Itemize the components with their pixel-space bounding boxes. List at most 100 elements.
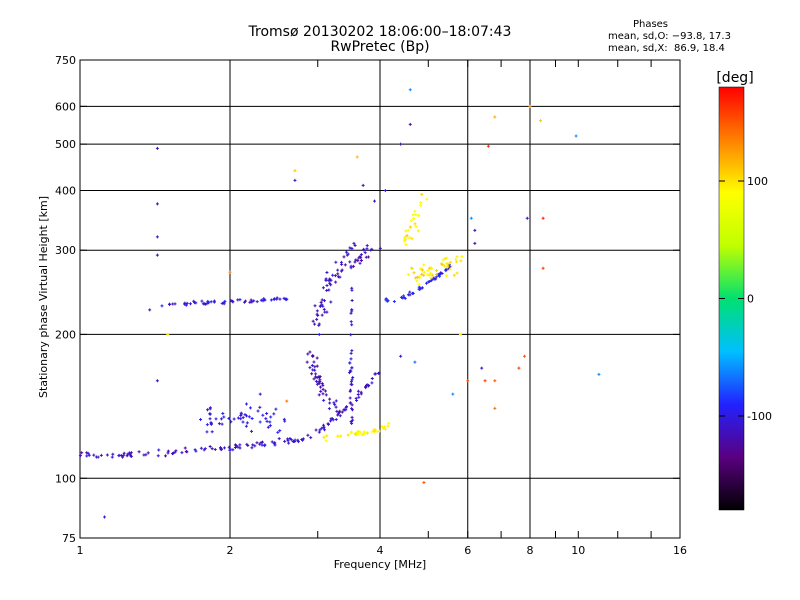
data-point <box>310 372 314 376</box>
data-point <box>349 351 353 355</box>
data-point <box>420 286 424 290</box>
data-point <box>349 420 353 424</box>
data-point <box>328 397 332 401</box>
data-point <box>434 277 438 281</box>
data-point <box>383 188 387 192</box>
data-point <box>340 410 344 414</box>
data-point <box>429 276 433 280</box>
data-point <box>137 450 141 454</box>
data-point <box>325 310 329 314</box>
data-point <box>334 418 338 422</box>
data-point <box>408 290 412 294</box>
data-point <box>313 304 317 308</box>
data-point <box>217 422 221 426</box>
y-tick-label: 400 <box>55 184 76 197</box>
data-point <box>285 399 289 403</box>
data-point <box>331 273 335 277</box>
data-point <box>417 276 421 280</box>
data-point <box>328 277 332 281</box>
data-point <box>239 417 243 421</box>
data-point <box>350 349 354 353</box>
x-tick-label: 1 <box>77 544 84 557</box>
data-point <box>336 268 340 272</box>
data-point <box>318 304 322 308</box>
data-point <box>208 445 212 449</box>
data-point <box>85 451 89 455</box>
data-point <box>283 439 287 443</box>
data-point <box>203 447 207 451</box>
data-point <box>192 299 196 303</box>
data-point <box>233 443 237 447</box>
data-point <box>493 379 497 383</box>
data-point <box>276 430 280 434</box>
data-point <box>210 430 214 434</box>
y-tick-label: 750 <box>55 54 76 67</box>
colorbar-tick-label: 100 <box>747 175 768 188</box>
data-point <box>325 289 329 293</box>
x-axis-label: Frequency [MHz] <box>334 558 426 571</box>
data-point <box>412 271 416 275</box>
y-tick-label: 100 <box>55 472 76 485</box>
data-point <box>315 309 319 313</box>
data-point <box>305 360 309 364</box>
data-point <box>255 300 259 304</box>
data-point <box>248 406 252 410</box>
data-point <box>321 423 325 427</box>
data-point <box>250 300 254 304</box>
data-point <box>336 275 340 279</box>
data-point <box>258 392 262 396</box>
data-point <box>408 293 412 297</box>
data-point <box>222 415 226 419</box>
data-point <box>434 273 438 277</box>
data-point <box>399 354 403 358</box>
data-point <box>354 258 358 262</box>
data-point <box>219 417 223 421</box>
data-point <box>348 260 352 264</box>
colorbar-label: [deg] <box>716 70 753 86</box>
data-point <box>205 430 209 434</box>
data-point <box>350 247 354 251</box>
data-point <box>293 178 297 182</box>
data-point <box>363 431 367 435</box>
data-point <box>454 257 458 261</box>
data-point <box>323 389 327 393</box>
data-point <box>277 437 281 441</box>
data-point <box>148 308 152 312</box>
data-point <box>319 389 323 393</box>
colorbar-tick-label: 0 <box>747 293 754 306</box>
data-point <box>376 371 380 375</box>
data-point <box>238 298 242 302</box>
data-point <box>228 447 232 451</box>
data-point <box>111 452 115 456</box>
data-point <box>166 332 170 336</box>
data-point <box>200 299 204 303</box>
data-point <box>350 308 354 312</box>
data-point <box>156 454 160 458</box>
data-point <box>180 451 184 455</box>
data-point <box>221 411 225 415</box>
data-point <box>378 246 382 250</box>
data-point <box>430 267 434 271</box>
data-point <box>408 235 412 239</box>
x-tick-labels: 1 2 4 6 8 10 16 <box>77 544 688 557</box>
data-point <box>349 357 353 361</box>
data-point <box>351 418 355 422</box>
data-point <box>287 441 291 445</box>
data-point <box>129 454 133 458</box>
data-point <box>411 213 415 217</box>
data-point <box>209 421 213 425</box>
data-point <box>362 247 366 251</box>
data-point <box>329 283 333 287</box>
data-point <box>349 311 353 315</box>
data-point <box>258 442 262 446</box>
y-tick-label: 500 <box>55 138 76 151</box>
data-point <box>322 299 326 303</box>
data-point <box>243 299 247 303</box>
data-point <box>318 428 322 432</box>
data-point <box>256 409 260 413</box>
data-point <box>188 302 192 306</box>
data-point <box>406 236 410 240</box>
data-point <box>419 267 423 271</box>
data-point <box>444 269 448 273</box>
